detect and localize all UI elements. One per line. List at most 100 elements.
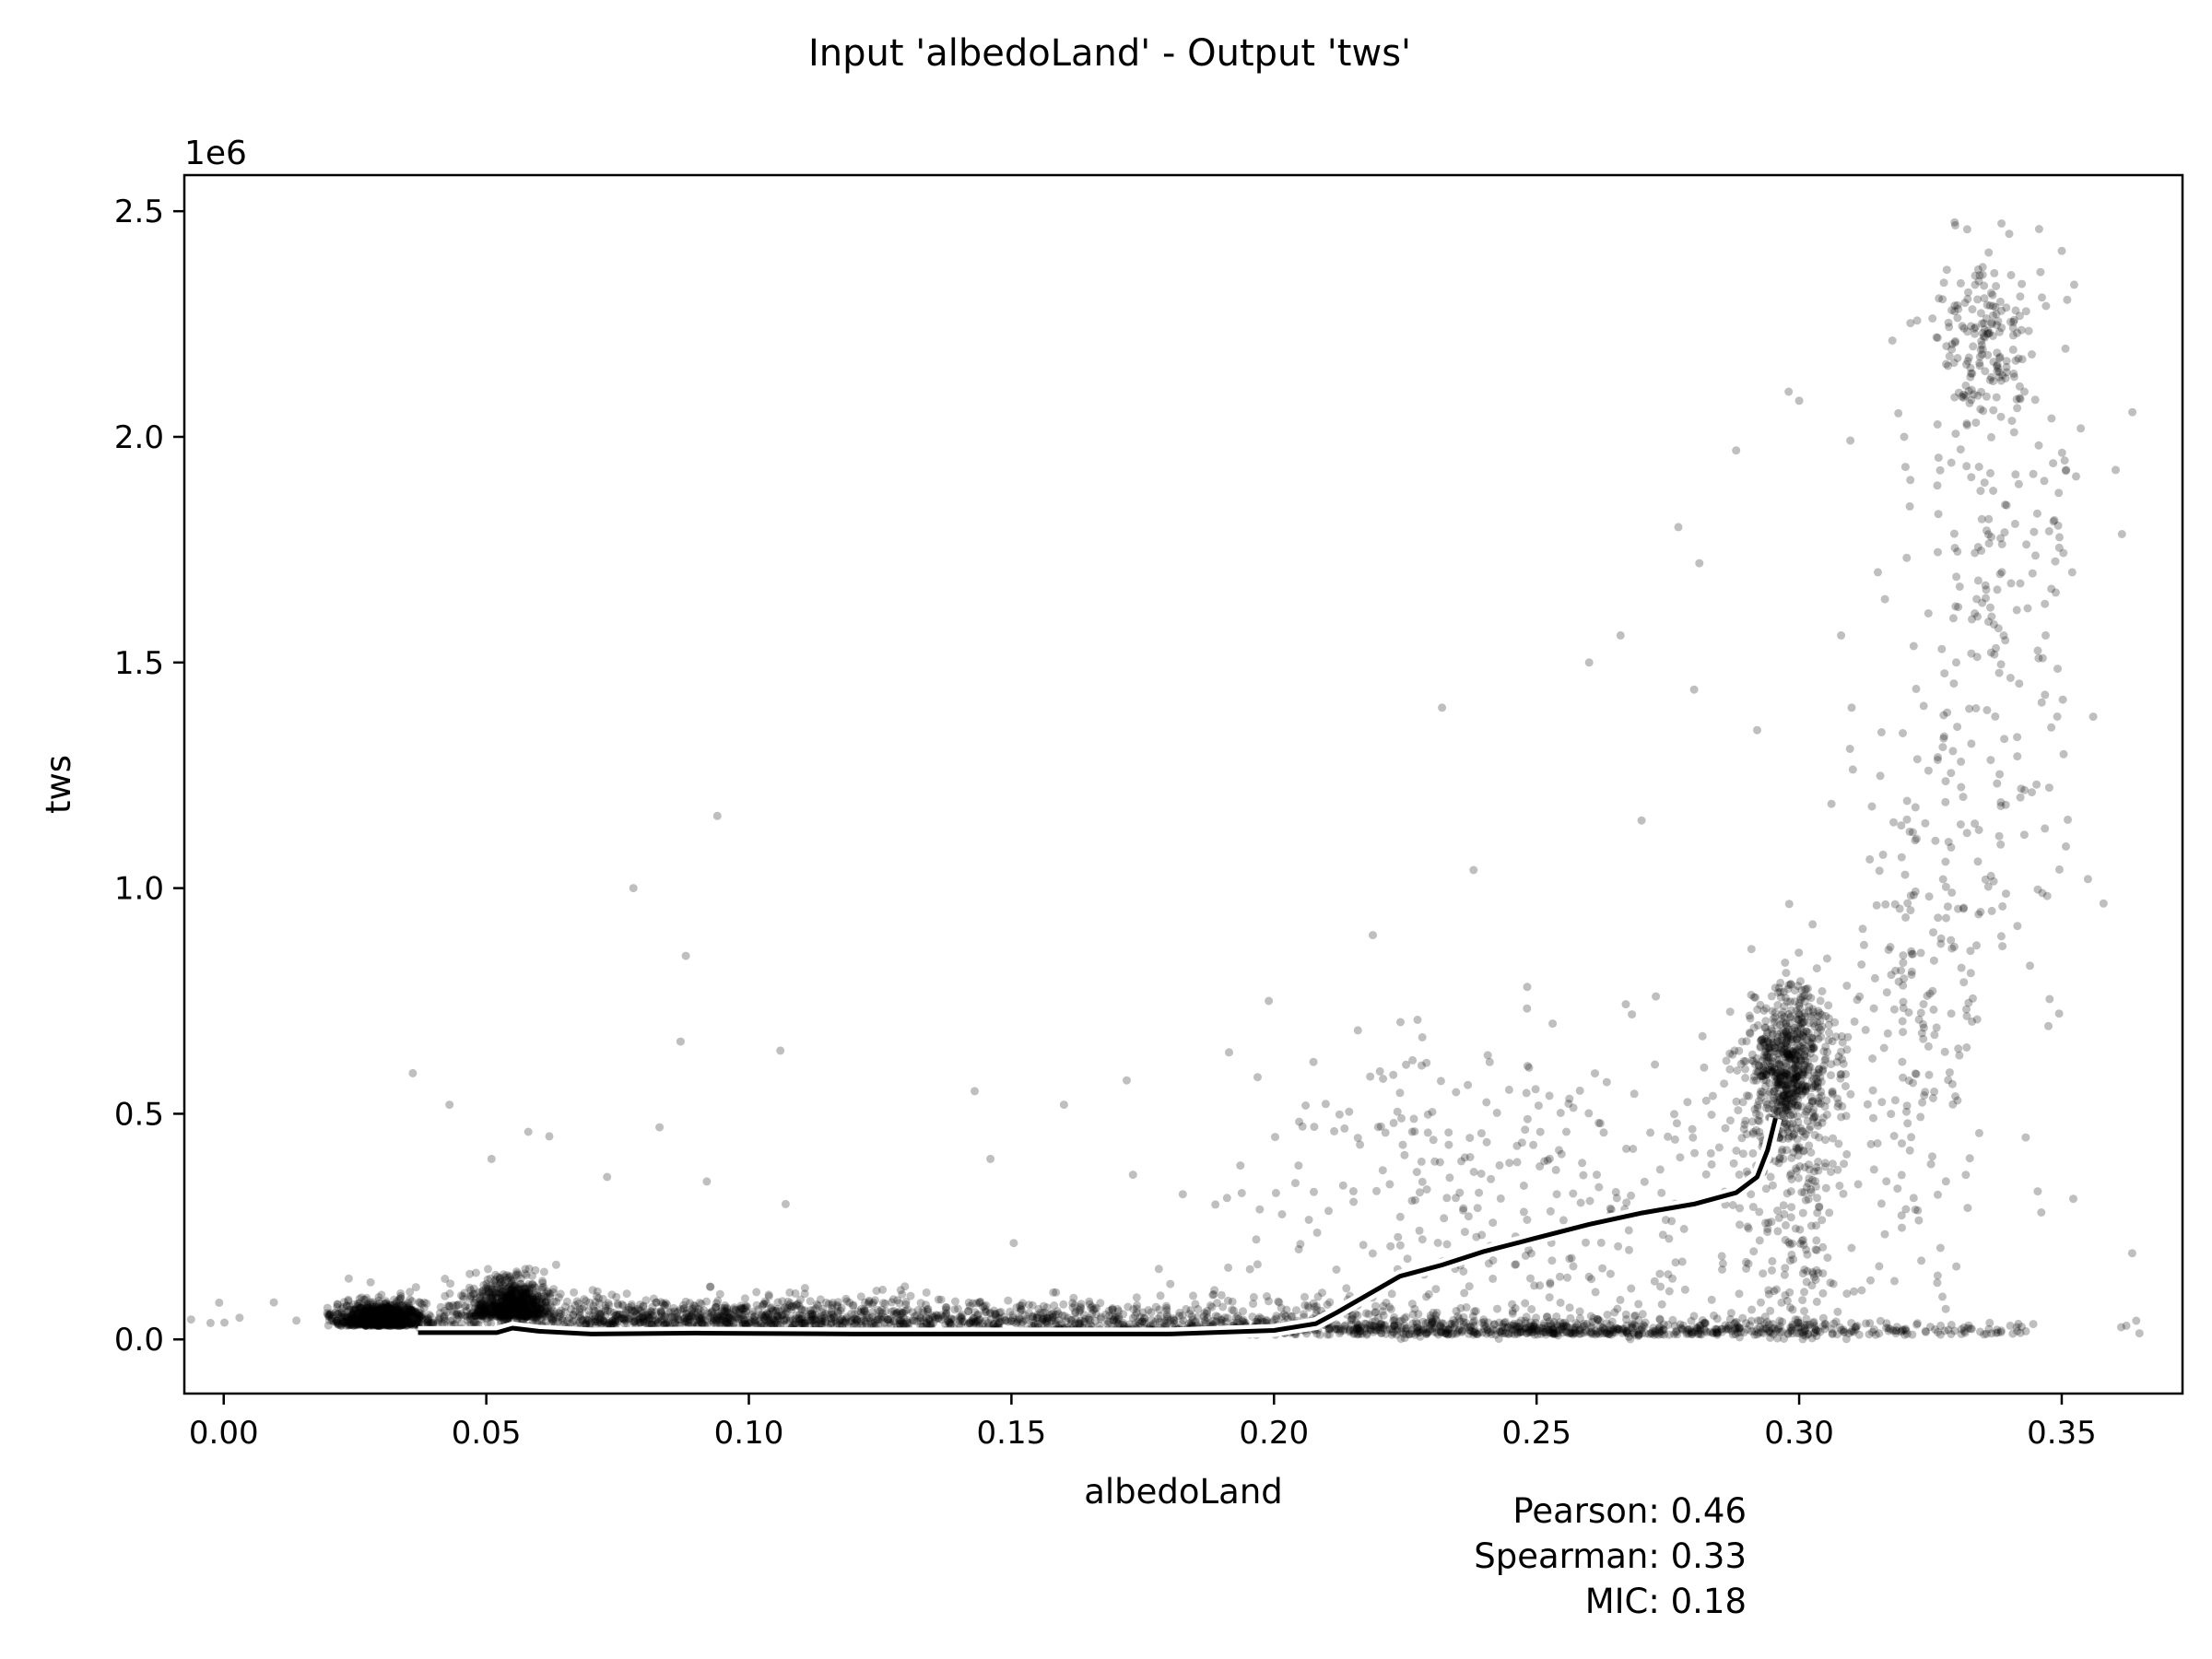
scatter-point: [705, 1282, 714, 1291]
scatter-point: [407, 1319, 417, 1328]
scatter-point: [374, 1316, 383, 1325]
scatter-point: [1755, 1236, 1764, 1245]
scatter-point: [338, 1314, 347, 1324]
scatter-point: [1779, 1201, 1788, 1210]
scatter-point: [539, 1282, 548, 1291]
scatter-point: [359, 1318, 369, 1326]
scatter-point: [392, 1301, 401, 1311]
scatter-point: [1818, 987, 1827, 995]
scatter-point: [357, 1302, 366, 1312]
scatter-point: [406, 1319, 415, 1328]
scatter-point: [378, 1319, 387, 1328]
scatter-point: [382, 1320, 391, 1329]
scatter-point: [385, 1300, 394, 1310]
scatter-point: [393, 1312, 402, 1322]
scatter-point: [391, 1321, 400, 1330]
scatter-point: [661, 1300, 669, 1310]
scatter-point: [452, 1300, 461, 1310]
scatter-point: [1785, 1171, 1794, 1180]
scatter-point: [382, 1317, 391, 1326]
scatter-point: [382, 1320, 391, 1328]
scatter-point: [358, 1312, 367, 1322]
scatter-point: [1936, 1330, 1945, 1339]
scatter-point: [1747, 945, 1756, 954]
scatter-point: [362, 1303, 371, 1312]
scatter-point: [362, 1314, 371, 1324]
scatter-point: [390, 1300, 399, 1309]
scatter-point: [739, 1314, 748, 1324]
scatter-point: [359, 1317, 368, 1326]
scatter-point: [345, 1319, 353, 1328]
scatter-point: [361, 1321, 371, 1329]
scatter-point: [539, 1267, 548, 1277]
scatter-point: [371, 1313, 381, 1323]
scatter-point: [1825, 1208, 1834, 1218]
scatter-point: [338, 1303, 347, 1312]
scatter-point: [394, 1318, 404, 1327]
scatter-point: [375, 1313, 384, 1323]
scatter-point: [1752, 1076, 1761, 1085]
scatter-point: [377, 1319, 386, 1328]
scatter-point: [347, 1312, 356, 1322]
scatter-point: [1826, 1278, 1835, 1288]
scatter-point: [390, 1310, 399, 1319]
scatter-point: [1725, 1007, 1735, 1017]
scatter-point: [1814, 1034, 1823, 1043]
scatter-point: [369, 1308, 378, 1317]
scatter-point: [324, 1311, 333, 1319]
scatter-point: [1812, 1245, 1821, 1254]
scatter-point: [383, 1313, 393, 1323]
scatter-point: [1966, 372, 1975, 382]
scatter-point: [357, 1303, 366, 1312]
scatter-point: [346, 1305, 355, 1314]
scatter-point: [368, 1316, 377, 1325]
scatter-point: [800, 1284, 809, 1292]
scatter-point: [401, 1319, 410, 1328]
scatter-point: [369, 1309, 377, 1318]
scatter-point: [416, 1305, 425, 1314]
scatter-point: [885, 1318, 894, 1327]
scatter-point: [366, 1315, 375, 1324]
scatter-point: [493, 1272, 502, 1281]
scatter-point: [410, 1308, 419, 1317]
scatter-point: [401, 1316, 410, 1325]
scatter-point: [359, 1319, 368, 1327]
scatter-point: [415, 1313, 424, 1323]
scatter-point: [1739, 1056, 1748, 1065]
scatter-point: [910, 1316, 919, 1325]
scatter-point: [1132, 1293, 1141, 1302]
scatter-point: [413, 1311, 422, 1320]
scatter-point: [785, 1299, 794, 1308]
scatter-point: [1807, 1281, 1817, 1290]
scatter-point: [367, 1305, 376, 1314]
scatter-point: [1747, 1316, 1756, 1325]
scatter-point: [1421, 1319, 1430, 1328]
scatter-point: [398, 1321, 407, 1329]
scatter-point: [485, 1311, 494, 1319]
scatter-point: [333, 1302, 342, 1312]
scatter-point: [401, 1313, 410, 1323]
scatter-point: [1839, 1325, 1848, 1335]
scatter-point: [399, 1312, 408, 1321]
scatter-point: [1787, 1088, 1796, 1098]
scatter-point: [370, 1314, 379, 1324]
scatter-point: [404, 1319, 413, 1327]
scatter-point: [395, 1300, 405, 1310]
scatter-point: [1454, 1314, 1464, 1323]
scatter-point: [1275, 1298, 1284, 1307]
scatter-point: [379, 1312, 388, 1321]
scatter-point: [386, 1315, 395, 1324]
scatter-point: [570, 1288, 579, 1297]
scatter-point: [1812, 1332, 1821, 1341]
scatter-point: [1834, 1139, 1843, 1148]
scatter-point: [398, 1311, 407, 1320]
scatter-point: [362, 1318, 371, 1327]
scatter-point: [1569, 1329, 1578, 1338]
scatter-point: [1982, 1329, 1991, 1338]
scatter-point: [348, 1319, 358, 1328]
scatter-point: [362, 1317, 371, 1325]
scatter-point: [386, 1313, 395, 1322]
scatter-point: [405, 1306, 414, 1315]
scatter-point: [371, 1317, 380, 1326]
scatter-point: [899, 1319, 908, 1328]
